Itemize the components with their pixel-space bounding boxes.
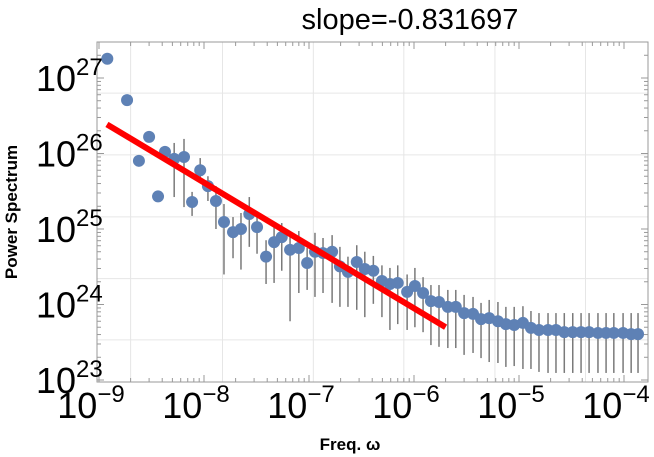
data-point (301, 256, 314, 269)
data-point (132, 154, 145, 167)
data-point (367, 264, 380, 277)
y-tick-base: 10 (36, 58, 76, 99)
plot-frame (96, 41, 649, 383)
y-tick-label: 1027 (36, 54, 103, 99)
y-tick-base: 10 (36, 360, 76, 401)
data-point (558, 326, 571, 339)
data-point (194, 164, 207, 177)
data-point (408, 279, 421, 292)
y-tick-exponent: 26 (76, 130, 103, 157)
chart-title: slope=-0.831697 (302, 4, 519, 36)
x-tick-exponent: −5 (517, 381, 544, 408)
y-tick-exponent: 27 (76, 54, 103, 81)
y-tick-label: 1024 (36, 281, 103, 326)
data-point (152, 190, 165, 203)
data-point (566, 326, 579, 339)
data-point (607, 326, 620, 339)
x-tick-label: 10−5 (477, 381, 544, 426)
data-point (251, 221, 264, 234)
data-point (632, 328, 645, 341)
y-tick-label: 1026 (36, 130, 103, 175)
x-tick-base: 10 (582, 385, 622, 426)
y-tick-base: 10 (36, 209, 76, 250)
data-point (143, 130, 156, 143)
x-tick-label: 10−7 (267, 381, 334, 426)
y-tick-label: 1025 (36, 205, 103, 250)
fit-line-group (105, 121, 448, 330)
x-tick-label: 10−8 (162, 381, 229, 426)
data-point (101, 52, 114, 65)
y-tick-exponent: 23 (76, 356, 103, 383)
data-point (458, 307, 471, 320)
data-point (432, 295, 445, 308)
data-point (583, 326, 596, 339)
x-tick-exponent: −7 (307, 381, 334, 408)
x-axis-label: Freq. ω (320, 435, 381, 454)
y-tick-base: 10 (36, 285, 76, 326)
x-tick-label: 10−4 (582, 381, 649, 426)
data-point (121, 94, 134, 107)
data-point (217, 215, 230, 228)
data-point (209, 194, 222, 207)
data-point (532, 323, 545, 336)
data-point (178, 150, 191, 163)
x-tick-base: 10 (372, 385, 412, 426)
y-tick-exponent: 24 (76, 281, 103, 308)
x-tick-exponent: −8 (202, 381, 229, 408)
fit-line (105, 121, 448, 330)
data-point (186, 195, 199, 208)
x-tick-exponent: −9 (97, 381, 124, 408)
data-point (260, 250, 273, 263)
x-tick-exponent: −6 (412, 381, 439, 408)
data-point (234, 223, 247, 235)
x-tick-exponent: −4 (622, 381, 649, 408)
y-tick-label: 1023 (36, 356, 103, 401)
data-point (350, 256, 363, 269)
x-tick-base: 10 (162, 385, 202, 426)
data-point (449, 300, 462, 313)
y-axis-label: Power Spectrum (2, 145, 21, 279)
x-tick-base: 10 (57, 385, 97, 426)
x-tick-label: 10−6 (372, 381, 439, 426)
y-tick-exponent: 25 (76, 205, 103, 232)
error-bars (173, 138, 639, 373)
data-points (101, 52, 645, 341)
x-tick-base: 10 (477, 385, 517, 426)
data-point (292, 242, 305, 255)
x-tick-label: 10−9 (57, 381, 124, 426)
gridlines (97, 42, 648, 382)
y-tick-base: 10 (36, 134, 76, 175)
data-point (391, 276, 404, 289)
x-tick-labels: 10−9 10−8 10−7 10−6 10−5 10−4 (57, 381, 649, 426)
data-point (417, 287, 430, 300)
x-tick-base: 10 (267, 385, 307, 426)
